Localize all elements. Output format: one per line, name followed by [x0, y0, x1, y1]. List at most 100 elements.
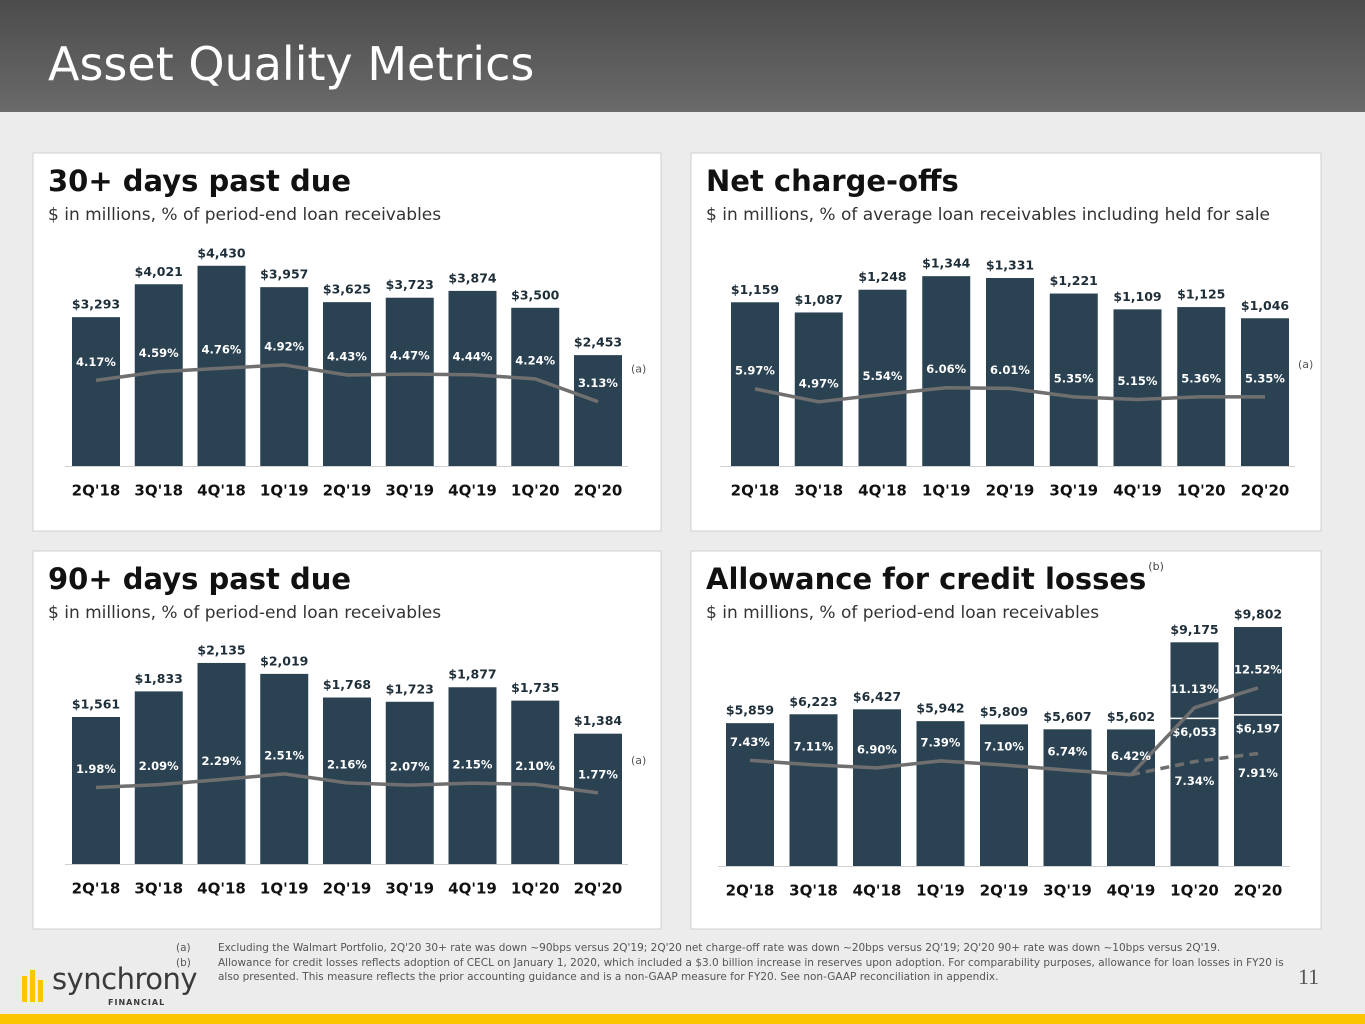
bar-value-label: $1,723: [386, 681, 434, 696]
line-value-label: 6.01%: [990, 363, 1030, 377]
bar-value-label: $1,344: [922, 256, 971, 271]
bar: [260, 673, 309, 864]
chart-subtitle: $ in millions, % of period-end loan rece…: [48, 205, 441, 225]
line-value-label: 7.11%: [794, 739, 834, 753]
bar: [72, 717, 120, 864]
bar-value-label: $1,877: [448, 667, 496, 682]
x-tick-label: 4Q'18: [197, 482, 246, 500]
bar-value-label: $6,223: [789, 694, 837, 709]
footnote-marker: (b): [176, 957, 191, 969]
bar-value-label: $2,019: [260, 653, 308, 668]
line: [95, 363, 599, 404]
footnote: (a) Excluding the Walmart Portfolio, 2Q'2…: [176, 941, 1286, 955]
line-value-label: 7.10%: [984, 740, 1024, 754]
line: [1130, 751, 1259, 777]
x-tick-label: 2Q'18: [731, 482, 780, 500]
page-title: Asset Quality Metrics: [48, 37, 535, 91]
bar-value-label: $4,021: [135, 264, 183, 279]
line-value-label: 4.97%: [799, 376, 839, 390]
title-note: (b): [1148, 560, 1164, 573]
level-value-label: $6,053: [1172, 725, 1216, 739]
logo-bar: [38, 980, 43, 1002]
line-value-label: 3.13%: [578, 376, 618, 390]
line-value-label: 5.35%: [1054, 371, 1094, 385]
x-tick-label: 4Q'19: [448, 880, 497, 898]
chart-subtitle: $ in millions, % of average loan receiva…: [706, 205, 1270, 225]
bar: [980, 724, 1028, 866]
line-value-label: 5.35%: [1245, 371, 1285, 385]
chart-title: 90+ days past due: [48, 562, 351, 596]
bar-value-label: $6,427: [853, 689, 901, 704]
bar: [858, 289, 907, 466]
bar-value-label: $2,453: [574, 335, 622, 350]
x-tick-label: 1Q'19: [260, 880, 309, 898]
line-value-label: 2.10%: [515, 759, 555, 773]
bar-value-label: $1,768: [323, 677, 371, 692]
annotation: (a): [631, 754, 646, 767]
bar: [922, 276, 971, 466]
line: [749, 686, 1259, 777]
bar-value-label: $1,735: [511, 680, 559, 695]
line-value-label: 2.29%: [202, 754, 242, 768]
bar-value-label: $1,109: [1113, 289, 1161, 304]
bar-value-label: $5,859: [726, 703, 774, 718]
bar: [511, 307, 560, 466]
chart-title: 30+ days past due: [48, 164, 351, 198]
bar-value-label: $1,159: [731, 282, 779, 297]
x-tick-label: 2Q'20: [574, 482, 623, 500]
bar: [1043, 729, 1092, 866]
x-tick-label: 2Q'19: [323, 482, 372, 500]
line-value-label: 2.09%: [139, 759, 179, 773]
line-value-label: 7.43%: [730, 735, 770, 749]
logo-bar: [22, 976, 27, 1002]
header: Asset Quality Metrics: [0, 0, 1365, 112]
x-tick-label: 4Q'19: [448, 482, 497, 500]
bar: [134, 691, 183, 864]
bar-value-label: $3,957: [260, 267, 308, 282]
bar-value-label: $1,221: [1050, 273, 1098, 288]
bar-value-label: $1,248: [858, 269, 906, 284]
level-value-label: $6,197: [1236, 721, 1280, 735]
annotation: (a): [1298, 358, 1313, 371]
bar: [72, 317, 120, 466]
bar: [1107, 729, 1155, 866]
x-tick-label: 1Q'20: [511, 482, 560, 500]
bar-value-label: $9,175: [1170, 622, 1218, 637]
bar: [448, 687, 497, 864]
footnote-text: Excluding the Walmart Portfolio, 2Q'20 3…: [218, 942, 1221, 954]
bar-value-label: $5,809: [980, 704, 1028, 719]
x-tick-label: 1Q'19: [922, 482, 971, 500]
bar: [323, 302, 371, 466]
line: [95, 772, 599, 795]
x-tick-label: 2Q'19: [986, 482, 1035, 500]
x-tick-label: 3Q'18: [134, 482, 183, 500]
bar: [448, 290, 497, 466]
bar: [260, 287, 309, 466]
x-tick-label: 1Q'20: [1170, 882, 1219, 900]
x-tick-label: 3Q'18: [134, 880, 183, 898]
x-tick-label: 2Q'20: [1234, 882, 1283, 900]
chart-title: Net charge-offs: [706, 164, 959, 198]
line-value-label: 7.39%: [921, 735, 961, 749]
stripe: [0, 1014, 1365, 1024]
bar-value-label: $5,607: [1043, 709, 1091, 724]
line-value-label: 5.54%: [863, 369, 903, 383]
line-value-label: 2.07%: [390, 760, 430, 774]
footnote-text: Allowance for credit losses reflects ado…: [218, 957, 1284, 983]
line-value-label: 6.06%: [926, 362, 966, 376]
x-tick-label: 4Q'19: [1113, 482, 1162, 500]
x-tick-label: 2Q'20: [574, 880, 623, 898]
x-tick-label: 1Q'19: [916, 882, 965, 900]
logo-name: synchrony: [52, 962, 198, 996]
bar: [916, 721, 965, 866]
bar-value-label: $3,293: [72, 297, 120, 312]
footnotes: (a) Excluding the Walmart Portfolio, 2Q'2…: [176, 941, 1286, 985]
bar-value-label: $3,625: [323, 282, 371, 297]
bar-value-label: $1,087: [795, 292, 843, 307]
line-value-label: 4.92%: [264, 339, 304, 353]
bar: [986, 277, 1034, 466]
x-tick-label: 1Q'20: [1177, 482, 1226, 500]
line-value-label: 6.90%: [857, 742, 897, 756]
line-value-label: 2.15%: [453, 758, 493, 772]
